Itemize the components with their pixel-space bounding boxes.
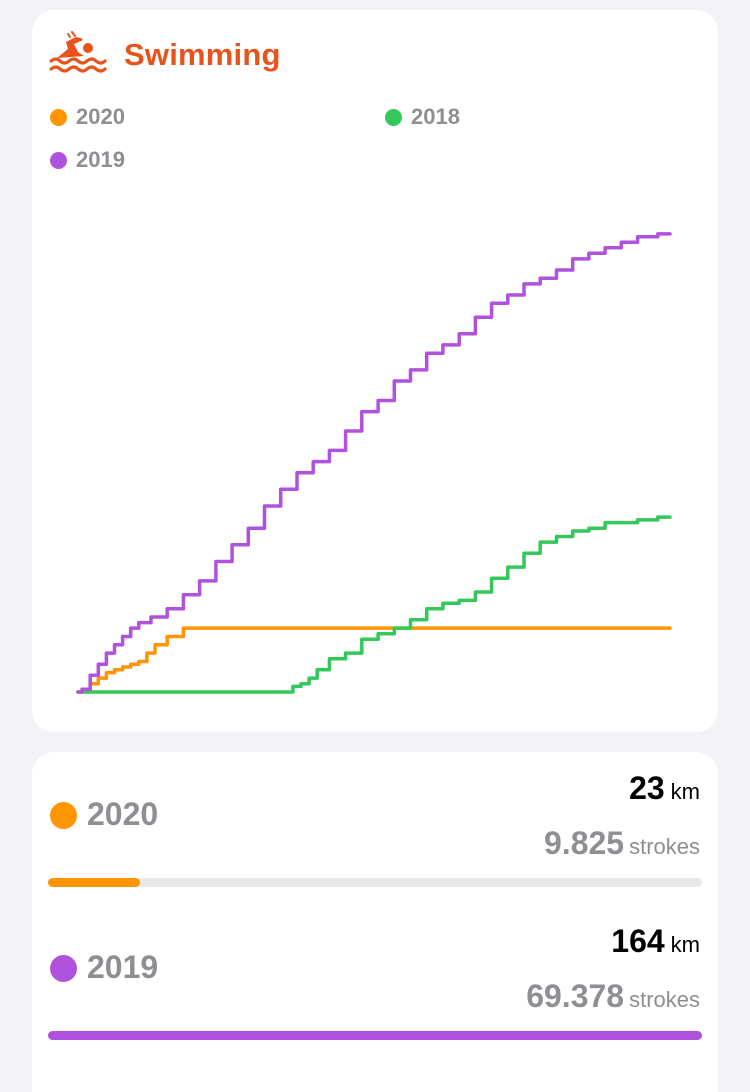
legend-dot	[50, 151, 67, 169]
legend-dot	[50, 108, 67, 126]
strokes-value: 9.825 strokes	[544, 825, 700, 862]
progress-track	[48, 1031, 702, 1040]
distance-unit: km	[670, 779, 700, 804]
strokes-unit: strokes	[629, 987, 700, 1012]
distance-value: 164 km	[611, 923, 700, 960]
card-title: Swimming	[124, 37, 281, 72]
progress-track	[48, 878, 702, 887]
stat-row-2020[interactable]: 2020 23 km 9.825 strokes	[32, 752, 718, 902]
series-line-2019	[76, 232, 672, 694]
legend-label: 2019	[76, 147, 125, 172]
chart-card: Swimming 2020 2018 2019	[32, 10, 718, 732]
swimmer-icon	[48, 31, 108, 79]
distance-number: 164	[611, 923, 665, 959]
legend-item-2019: 2019	[50, 147, 125, 173]
series-line-2020	[76, 626, 672, 694]
strokes-unit: strokes	[629, 834, 700, 859]
legend-dot	[385, 108, 402, 126]
cumulative-distance-chart	[76, 232, 672, 694]
distance-value: 23 km	[629, 770, 700, 807]
progress-fill	[48, 1031, 702, 1040]
strokes-value: 69.378 strokes	[526, 978, 700, 1015]
stat-year: 2019	[87, 949, 159, 985]
series-line-2018	[76, 515, 672, 694]
distance-unit: km	[670, 932, 700, 957]
stats-card: 2020 23 km 9.825 strokes 2019 164 km 69.…	[32, 752, 718, 1092]
distance-number: 23	[629, 770, 665, 806]
strokes-number: 69.378	[526, 978, 625, 1014]
legend-label: 2020	[76, 104, 125, 129]
strokes-number: 9.825	[544, 825, 625, 861]
year-dot	[50, 802, 77, 829]
stat-row-2019[interactable]: 2019 164 km 69.378 strokes	[32, 906, 718, 1056]
progress-fill	[48, 878, 140, 887]
year-dot	[50, 955, 77, 982]
legend-item-2018: 2018	[385, 104, 460, 130]
stat-year: 2020	[87, 796, 159, 832]
legend-item-2020: 2020	[50, 104, 125, 130]
card-header: Swimming	[48, 30, 281, 80]
legend-label: 2018	[411, 104, 460, 129]
